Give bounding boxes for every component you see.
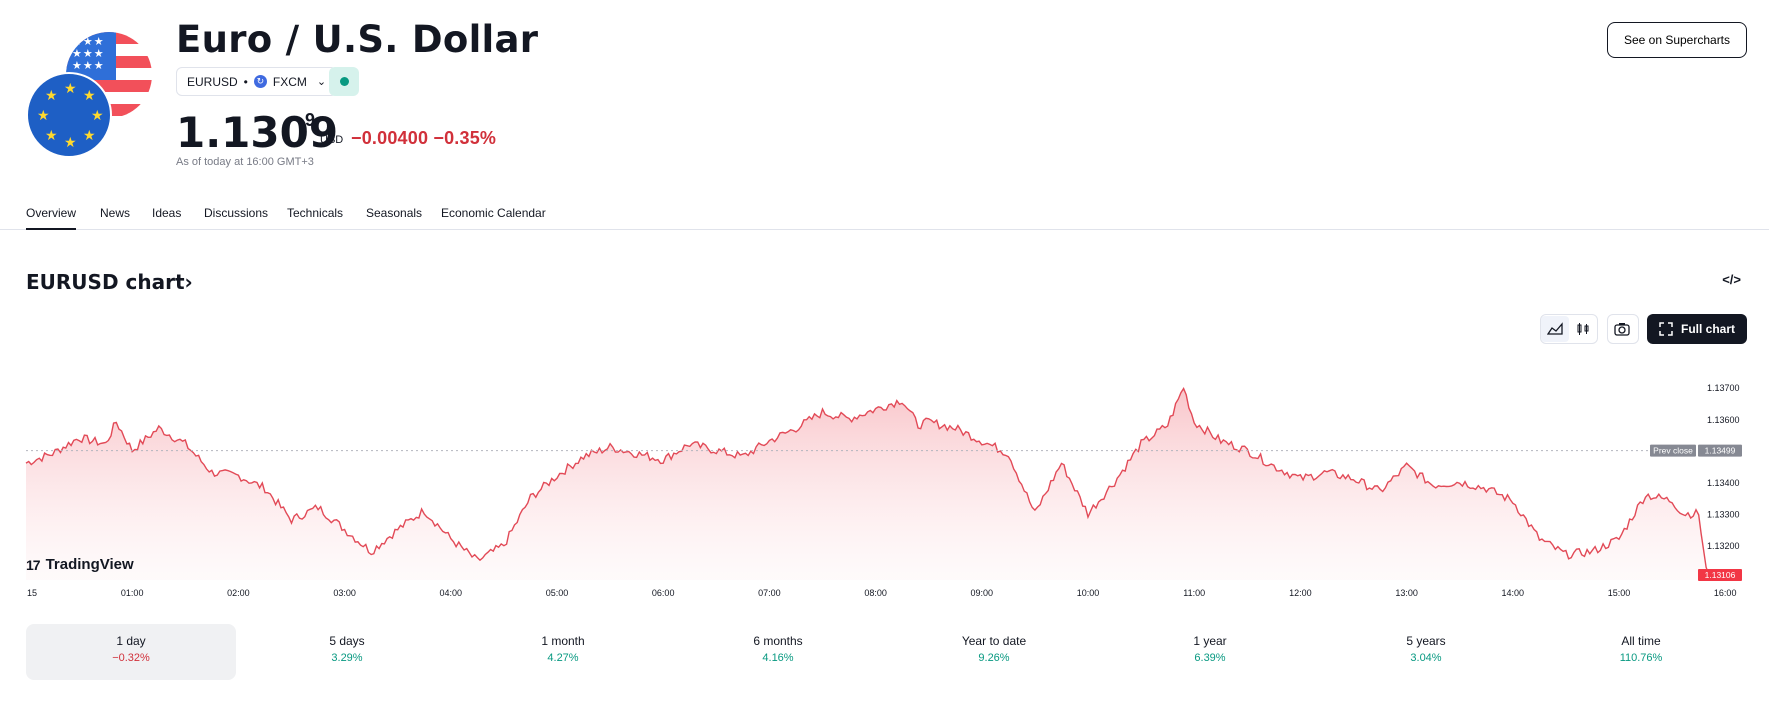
tradingview-mark-icon: 17 xyxy=(26,556,41,573)
chevron-right-icon: › xyxy=(184,270,193,294)
svg-text:1.13499: 1.13499 xyxy=(1705,446,1736,456)
period-label: 5 years xyxy=(1406,634,1446,648)
period-1-month[interactable]: 1 month 4.27% xyxy=(458,624,668,680)
x-tick-label: 10:00 xyxy=(1077,588,1100,598)
period-label: 1 month xyxy=(541,634,585,648)
x-tick-label: 06:00 xyxy=(652,588,675,598)
currency-pair-flags: ★★★ ★★★ ★★★ ★ ★ ★ ★ ★ ★ ★ ★ xyxy=(26,32,154,160)
tab-technicals[interactable]: Technicals xyxy=(287,206,344,220)
x-tick-label: 03:00 xyxy=(333,588,356,598)
x-tick-label: 02:00 xyxy=(227,588,250,598)
symbol-selector[interactable]: EURUSD • ↻ FXCM ⌄ xyxy=(176,67,338,96)
eu-flag-icon: ★ ★ ★ ★ ★ ★ ★ ★ xyxy=(26,72,112,158)
price-area-fill xyxy=(26,388,1715,580)
y-tick-label: 1.13200 xyxy=(1707,541,1740,551)
x-tick-label: 16:00 xyxy=(1714,588,1737,598)
full-chart-button[interactable]: Full chart xyxy=(1647,314,1747,344)
x-tick-label: 14:00 xyxy=(1502,588,1525,598)
y-tick-label: 1.13700 xyxy=(1707,383,1740,393)
chart-style-toggle xyxy=(1540,314,1598,344)
period-5-days[interactable]: 5 days 3.29% xyxy=(242,624,452,680)
tab-overview[interactable]: Overview xyxy=(26,206,77,230)
tab-economic-calendar[interactable]: Economic Calendar xyxy=(441,206,546,220)
period-all-time[interactable]: All time 110.76% xyxy=(1536,624,1746,680)
tradingview-logo[interactable]: 17 TradingView xyxy=(26,556,134,573)
x-tick-label: 15:00 xyxy=(1608,588,1631,598)
exchange-label: FXCM xyxy=(272,74,307,89)
period-5-years[interactable]: 5 years 3.04% xyxy=(1321,624,1531,680)
price-main: 1.1309 xyxy=(176,108,339,157)
x-tick-label: 04:00 xyxy=(440,588,463,598)
tab-bar: Overview News Ideas Discussions Technica… xyxy=(0,200,1769,230)
period-value: 4.16% xyxy=(762,652,794,664)
period-label: 1 day xyxy=(116,634,146,648)
prev-close-label: Prev close xyxy=(1650,444,1696,457)
period-value: 110.76% xyxy=(1619,652,1663,664)
period-value: −0.32% xyxy=(112,652,150,664)
x-tick-label: 15 xyxy=(27,588,37,598)
period-value: 3.04% xyxy=(1410,652,1442,664)
x-tick-label: 07:00 xyxy=(758,588,781,598)
as-of-timestamp: As of today at 16:00 GMT+3 xyxy=(176,156,314,168)
chevron-down-icon: ⌄ xyxy=(316,76,327,88)
period-value: 3.29% xyxy=(331,652,363,664)
period-label: 6 months xyxy=(753,634,803,648)
y-tick-label: 1.13400 xyxy=(1707,478,1740,488)
x-tick-label: 09:00 xyxy=(971,588,994,598)
market-status-badge[interactable] xyxy=(329,67,359,96)
camera-icon[interactable] xyxy=(1608,316,1636,342)
fullscreen-icon xyxy=(1659,322,1673,336)
tab-discussions[interactable]: Discussions xyxy=(204,206,269,220)
period-6-months[interactable]: 6 months 4.16% xyxy=(673,624,883,680)
x-tick-label: 05:00 xyxy=(546,588,569,598)
market-open-dot-icon xyxy=(339,77,349,86)
period-1-day[interactable]: 1 day −0.32% xyxy=(26,624,236,680)
price-chart[interactable]: 1.13700 1.13600 1.13400 1.13300 1.13200 15 01… xyxy=(0,350,1769,610)
snapshot-group xyxy=(1607,314,1639,344)
separator-dot: • xyxy=(243,74,248,89)
x-tick-label: 12:00 xyxy=(1289,588,1312,598)
code-icon[interactable]: </> xyxy=(1722,272,1741,287)
svg-text:1.13106: 1.13106 xyxy=(1705,570,1736,580)
prev-close-value: 1.13499 xyxy=(1698,444,1742,457)
price-change: −0.00400 −0.35% xyxy=(351,128,497,148)
chart-heading-link[interactable]: EURUSD chart› xyxy=(26,270,193,294)
x-tick-label: 11:00 xyxy=(1183,588,1205,598)
tab-news[interactable]: News xyxy=(100,206,131,220)
last-price-label: 1.13106 xyxy=(1698,568,1742,581)
x-tick-label: 08:00 xyxy=(864,588,887,598)
y-tick-label: 1.13300 xyxy=(1707,510,1740,520)
tradingview-wordmark: TradingView xyxy=(45,556,134,573)
x-tick-label: 13:00 xyxy=(1395,588,1418,598)
tab-ideas[interactable]: Ideas xyxy=(152,206,182,220)
candles-icon[interactable] xyxy=(1569,316,1597,342)
price-line xyxy=(25,387,1715,579)
period-value: 4.27% xyxy=(547,652,579,664)
period-value: 9.26% xyxy=(978,652,1010,664)
page-title: Euro / U.S. Dollar xyxy=(176,18,539,61)
tab-seasonals[interactable]: Seasonals xyxy=(366,206,423,220)
period-label: 5 days xyxy=(329,634,365,648)
full-chart-label: Full chart xyxy=(1680,322,1735,336)
price-currency: USD xyxy=(320,134,344,146)
price-superscript: 9 xyxy=(305,110,316,130)
fxcm-logo-icon: ↻ xyxy=(253,75,267,88)
svg-text:Prev close: Prev close xyxy=(1653,446,1693,456)
period-year-to-date[interactable]: Year to date 9.26% xyxy=(889,624,1099,680)
area-chart-icon[interactable] xyxy=(1541,316,1569,342)
period-1-year[interactable]: 1 year 6.39% xyxy=(1105,624,1315,680)
period-label: All time xyxy=(1621,634,1661,648)
period-label: 1 year xyxy=(1193,634,1227,648)
x-tick-label: 01:00 xyxy=(121,588,144,598)
symbol-label: EURUSD xyxy=(187,74,238,89)
y-tick-label: 1.13600 xyxy=(1707,415,1740,425)
chart-heading-text: EURUSD chart xyxy=(26,270,185,294)
period-value: 6.39% xyxy=(1194,652,1226,664)
performance-periods: 1 day −0.32% 5 days 3.29% 1 month 4.27% … xyxy=(26,624,1743,680)
period-label: Year to date xyxy=(961,634,1027,648)
see-on-supercharts-button[interactable]: See on Supercharts xyxy=(1607,22,1747,58)
